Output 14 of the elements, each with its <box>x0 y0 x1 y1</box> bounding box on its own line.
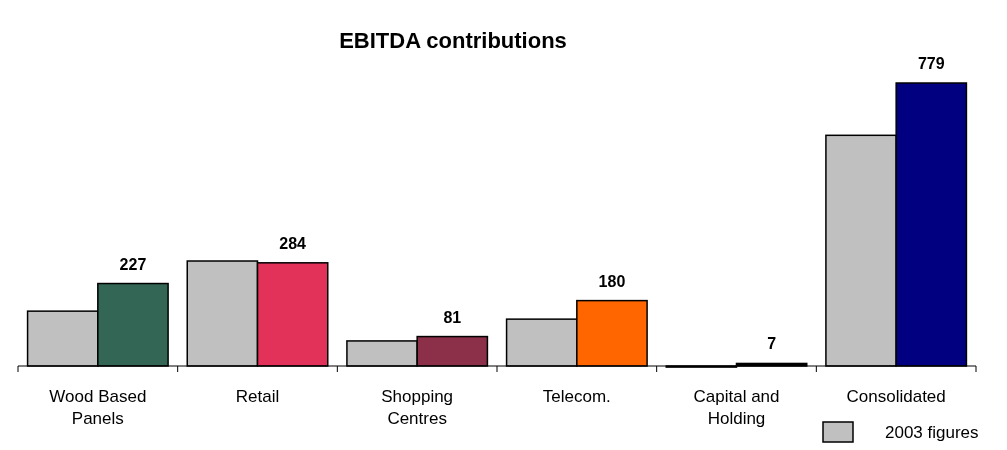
legend-label: 2003 figures <box>885 423 979 442</box>
data-label: 779 <box>917 55 945 72</box>
x-tick-label: Retail <box>235 387 280 406</box>
chart-title: EBITDA contributions <box>339 28 567 53</box>
x-tick-label: Wood Based Panels <box>49 387 147 428</box>
data-label: 180 <box>598 272 626 290</box>
data-label: 81 <box>443 308 462 326</box>
x-tick-label: Telecom. <box>542 387 611 406</box>
x-tick-label: Shopping Centres <box>381 387 454 428</box>
x-tick-label: Capital and Holding <box>693 387 780 428</box>
x-tick-label: Consolidated <box>846 387 946 406</box>
data-label: 227 <box>119 255 147 273</box>
data-label: 284 <box>279 234 307 252</box>
data-label: 7 <box>767 335 777 353</box>
